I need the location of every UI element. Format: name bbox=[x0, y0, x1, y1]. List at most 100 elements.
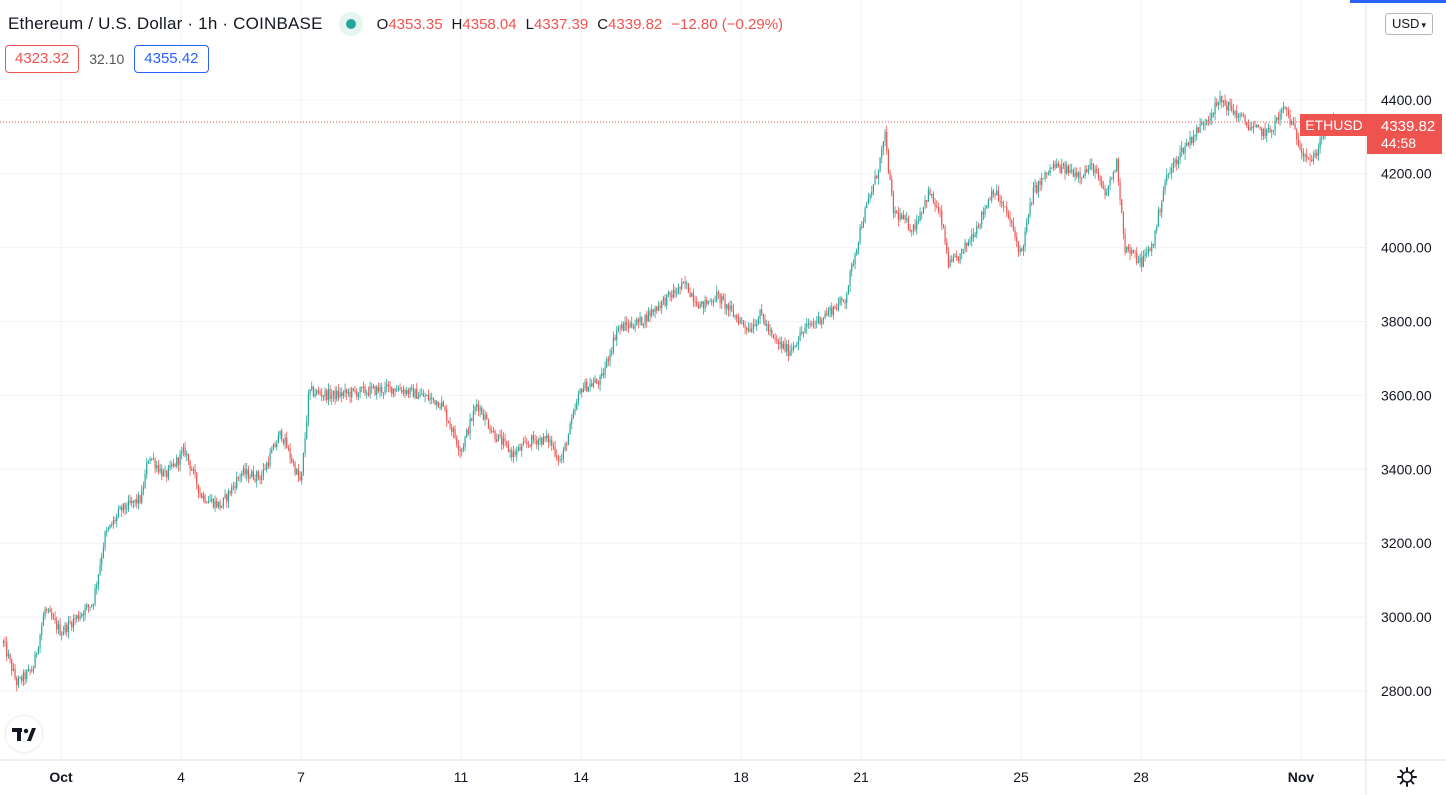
candle bbox=[526, 437, 528, 448]
candle bbox=[56, 616, 58, 634]
candle bbox=[1216, 98, 1218, 108]
candle bbox=[116, 513, 118, 528]
candle bbox=[641, 316, 643, 326]
candle-body bbox=[727, 304, 729, 311]
candle bbox=[537, 437, 539, 451]
candle-body bbox=[587, 386, 589, 392]
candle bbox=[327, 383, 329, 406]
candle bbox=[914, 218, 916, 232]
candle-body bbox=[256, 471, 258, 482]
candle-body bbox=[34, 653, 36, 669]
candle bbox=[132, 500, 134, 509]
candle-body bbox=[39, 634, 41, 648]
candle bbox=[442, 400, 444, 408]
candle bbox=[156, 461, 158, 472]
candle-body bbox=[767, 324, 769, 332]
candle-body bbox=[517, 447, 519, 451]
candle bbox=[366, 389, 368, 399]
candle-body bbox=[1087, 169, 1089, 173]
candle bbox=[436, 400, 438, 410]
candle-body bbox=[1049, 167, 1051, 174]
candle-body bbox=[262, 469, 264, 476]
candle bbox=[686, 280, 688, 290]
candle bbox=[257, 470, 259, 481]
time-axis[interactable]: Oct 4 7 11 14 18 21 25 28 Nov bbox=[49, 769, 1314, 785]
candle bbox=[556, 449, 558, 462]
candle-body bbox=[1176, 159, 1178, 165]
candle bbox=[152, 452, 154, 461]
candle-body bbox=[549, 439, 551, 443]
candle-body bbox=[219, 501, 221, 508]
candle bbox=[801, 325, 803, 336]
candle bbox=[512, 445, 514, 463]
candle bbox=[492, 427, 494, 434]
candle-body bbox=[1126, 246, 1128, 253]
gear-icon[interactable] bbox=[1396, 766, 1418, 788]
candle bbox=[1167, 172, 1169, 179]
candle bbox=[1187, 141, 1189, 147]
candle bbox=[1294, 116, 1296, 130]
currency-dropdown[interactable]: USD ▾ bbox=[1385, 13, 1433, 35]
candle-body bbox=[1291, 121, 1293, 125]
candle-body bbox=[902, 215, 904, 220]
candle-body bbox=[1174, 159, 1176, 163]
candle bbox=[459, 445, 461, 458]
candle-body bbox=[364, 386, 366, 394]
candle-body bbox=[977, 226, 979, 227]
candle bbox=[1124, 228, 1126, 256]
price-axis[interactable]: 2800.003000.003200.003400.003600.003800.… bbox=[1381, 92, 1432, 699]
candle-body bbox=[1051, 167, 1053, 169]
candle-body bbox=[821, 319, 823, 324]
candle bbox=[411, 384, 413, 392]
candle bbox=[474, 405, 476, 415]
bid-price-box[interactable]: 4323.32 bbox=[5, 45, 80, 73]
candle-body bbox=[49, 609, 51, 613]
candle bbox=[506, 440, 508, 448]
candle-body bbox=[1319, 138, 1321, 149]
candle-body bbox=[1001, 202, 1003, 203]
candle-body bbox=[142, 487, 144, 491]
candle-body bbox=[137, 495, 139, 504]
candle-body bbox=[1147, 248, 1149, 254]
candle-body bbox=[177, 457, 179, 465]
candle bbox=[39, 633, 41, 654]
open-value: 4353.35 bbox=[388, 15, 443, 33]
candle bbox=[322, 395, 324, 401]
candle-body bbox=[862, 221, 864, 228]
candle bbox=[326, 388, 328, 404]
candle bbox=[644, 313, 646, 329]
candle bbox=[876, 174, 878, 180]
candle-body bbox=[1011, 220, 1013, 223]
x-tick-label: 14 bbox=[573, 769, 589, 785]
candle-body bbox=[1091, 163, 1093, 165]
candle-body bbox=[946, 242, 948, 253]
candle-body bbox=[524, 441, 526, 443]
candle-body bbox=[1144, 253, 1146, 256]
candle bbox=[159, 464, 161, 474]
candle bbox=[1309, 153, 1311, 167]
candle-body bbox=[776, 339, 778, 341]
candle-body bbox=[892, 193, 894, 214]
candle bbox=[659, 302, 661, 312]
candle-body bbox=[411, 387, 413, 389]
candle-body bbox=[816, 322, 818, 323]
candle bbox=[1232, 103, 1234, 116]
tradingview-logo-icon[interactable] bbox=[6, 716, 42, 752]
candle-body bbox=[1239, 114, 1241, 117]
symbol-title[interactable]: Ethereum / U.S. Dollar · 1h · COINBASE bbox=[8, 14, 323, 33]
candle bbox=[1222, 99, 1224, 108]
candle bbox=[947, 247, 949, 269]
candle-body bbox=[436, 401, 438, 405]
candle-body bbox=[589, 383, 591, 387]
ask-price-box[interactable]: 4355.42 bbox=[134, 45, 209, 73]
candle-body bbox=[174, 463, 176, 467]
candle-body bbox=[1142, 255, 1144, 267]
candle-body bbox=[172, 463, 174, 466]
candle bbox=[814, 320, 816, 329]
candle bbox=[557, 454, 559, 466]
candle bbox=[1077, 171, 1079, 183]
candle-body bbox=[259, 477, 261, 480]
candle-body bbox=[806, 324, 808, 328]
candle-body bbox=[279, 430, 281, 435]
